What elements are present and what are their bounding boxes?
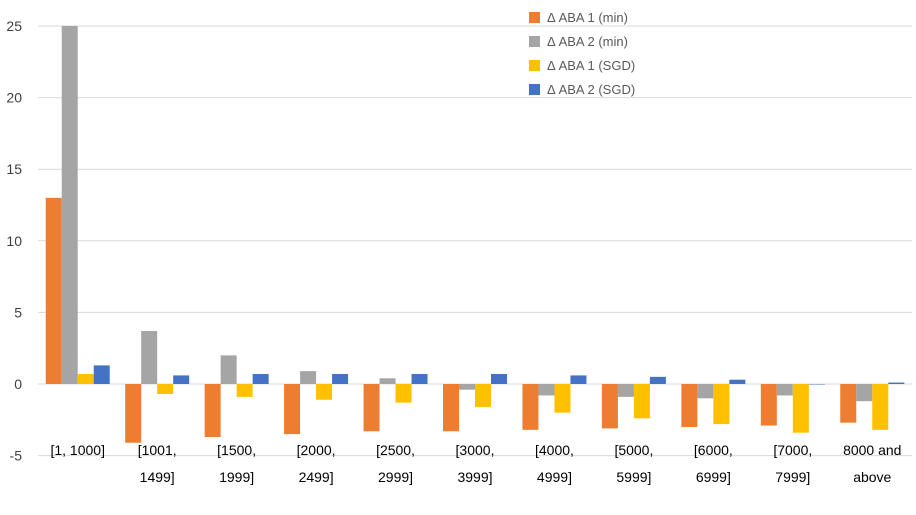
bar	[522, 384, 539, 430]
bar	[554, 384, 571, 413]
x-category-label: above	[853, 469, 891, 485]
bar	[332, 373, 349, 384]
x-category-label: [2000,	[297, 442, 336, 458]
bar	[697, 384, 714, 399]
bar	[443, 384, 459, 432]
legend-swatch	[529, 84, 540, 95]
bar	[61, 26, 78, 384]
bar	[856, 384, 873, 402]
x-category-label: 1499]	[140, 469, 175, 485]
bar	[570, 375, 587, 384]
x-category-label: [1001,	[138, 442, 177, 458]
bar	[125, 384, 142, 443]
legend: Δ ABA 1 (min) Δ ABA 2 (min) Δ ABA 1 (SGD) Δ…	[529, 10, 635, 97]
y-tick-label: 20	[6, 90, 22, 106]
y-tick-label: -5	[10, 448, 23, 464]
bar	[284, 384, 301, 435]
legend-label: Δ ABA 2 (SGD)	[547, 82, 635, 97]
y-tick-label: 5	[14, 304, 22, 320]
x-category-label: 2499]	[299, 469, 334, 485]
bar	[475, 384, 491, 407]
bar	[411, 373, 428, 384]
x-category-label: [2500,	[376, 442, 415, 458]
legend-label: Δ ABA 1 (min)	[547, 10, 628, 25]
x-category-label: [6000,	[694, 442, 733, 458]
bar	[204, 384, 221, 437]
bar	[77, 373, 94, 384]
bar	[840, 384, 857, 423]
bar	[888, 382, 905, 384]
x-category-label: [3000,	[456, 442, 495, 458]
bar	[491, 373, 507, 384]
y-tick-label: 0	[14, 376, 22, 392]
legend-swatch	[529, 12, 540, 23]
bar	[872, 384, 889, 430]
bar	[617, 384, 634, 397]
bar	[601, 384, 618, 429]
x-category-label: 6999]	[696, 469, 731, 485]
bar	[713, 384, 730, 425]
y-tick-label: 10	[6, 233, 22, 249]
legend-label: Δ ABA 1 (SGD)	[547, 58, 635, 73]
bar	[459, 384, 475, 390]
bar	[681, 384, 698, 427]
bars	[45, 26, 905, 443]
x-category-label: [4000,	[535, 442, 574, 458]
bar	[220, 355, 237, 384]
y-tick-label: 25	[6, 18, 22, 34]
bar	[173, 375, 190, 384]
bar	[633, 384, 650, 419]
x-category-label: [5000,	[614, 442, 653, 458]
x-category-label: 2999]	[378, 469, 413, 485]
bar	[316, 384, 333, 400]
y-axis-ticks: -5 0 5 10 15 20 25	[6, 18, 22, 464]
bar	[363, 384, 380, 432]
x-category-label: [1500,	[217, 442, 256, 458]
bar	[395, 384, 412, 403]
bar	[760, 384, 777, 426]
y-tick-label: 15	[6, 161, 22, 177]
x-category-label: 4999]	[537, 469, 572, 485]
x-category-label: [1, 1000]	[50, 442, 105, 458]
x-axis-categories: [1, 1000] [1001, 1499] [1500, 1999] [2000, 249…	[50, 442, 901, 485]
x-category-label: 1999]	[219, 469, 254, 485]
legend-label: Δ ABA 2 (min)	[547, 34, 628, 49]
legend-swatch	[529, 36, 540, 47]
bar	[649, 376, 666, 384]
bar	[300, 371, 317, 384]
bar	[379, 378, 396, 384]
legend-swatch	[529, 60, 540, 71]
bar	[808, 384, 825, 385]
x-category-label: 7999]	[775, 469, 810, 485]
bar	[776, 384, 793, 396]
bar	[252, 373, 269, 384]
bar	[538, 384, 555, 396]
x-category-label: [7000,	[773, 442, 812, 458]
bar	[141, 331, 158, 384]
x-category-label: 3999]	[457, 469, 492, 485]
bar	[93, 365, 110, 384]
x-category-label: 8000 and	[843, 442, 901, 458]
bar	[792, 384, 809, 433]
bar	[729, 379, 746, 384]
bar	[236, 384, 253, 397]
bar	[157, 384, 174, 395]
bar	[45, 197, 62, 384]
x-category-label: 5999]	[616, 469, 651, 485]
